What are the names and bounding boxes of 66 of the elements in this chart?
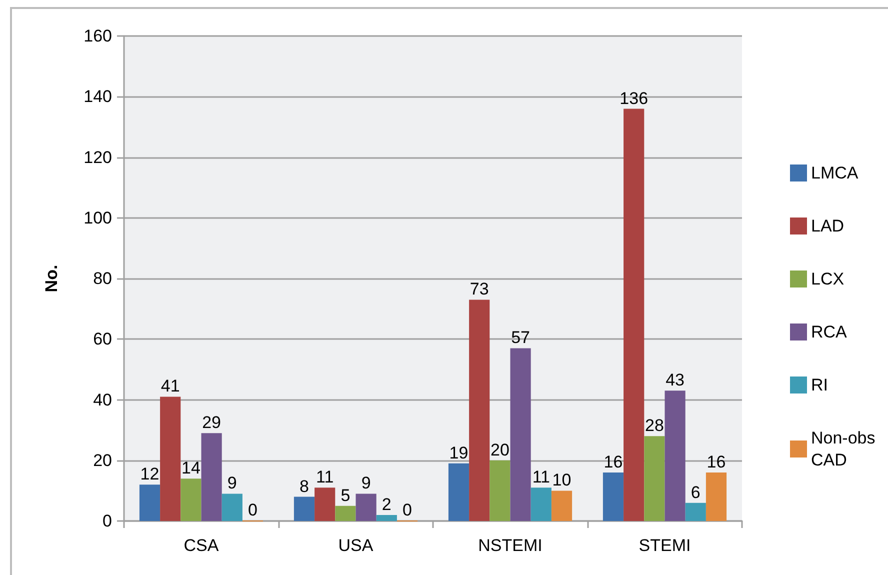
y-tick-label: 60	[93, 330, 112, 349]
data-label: 12	[140, 464, 160, 484]
bar	[356, 494, 376, 521]
y-tick-label: 120	[84, 148, 112, 167]
data-label: 14	[181, 458, 200, 478]
y-tick-label: 0	[102, 512, 112, 530]
data-label: 11	[532, 468, 550, 487]
data-label: 9	[361, 474, 371, 493]
data-label: 10	[552, 470, 572, 490]
data-label: 11	[316, 468, 334, 487]
data-label: 20	[490, 440, 510, 460]
data-label: 136	[620, 88, 648, 108]
x-tick-label: NSTEMI	[478, 536, 542, 555]
data-label: 6	[690, 482, 700, 502]
y-tick-label: 80	[93, 269, 112, 288]
data-label: 16	[604, 452, 623, 472]
y-tick-label: 140	[84, 87, 112, 106]
x-tick-label: USA	[338, 536, 374, 555]
legend-label: LAD	[811, 216, 844, 236]
bar	[180, 478, 202, 521]
y-tick-label: 160	[84, 26, 112, 46]
data-label: 43	[666, 370, 685, 390]
bar	[222, 494, 242, 521]
data-label: 8	[300, 476, 309, 496]
y-axis-title: No.	[42, 264, 61, 292]
bar	[201, 433, 222, 521]
legend-label: RCA	[811, 322, 848, 342]
bar	[706, 472, 727, 521]
bar	[624, 108, 644, 521]
bar	[551, 490, 572, 521]
bar	[490, 460, 510, 521]
bar	[314, 488, 336, 521]
bar	[294, 496, 315, 521]
data-label: 0	[402, 500, 412, 520]
x-tick-label: CSA	[184, 536, 220, 555]
bar	[510, 348, 531, 521]
data-label: 9	[227, 474, 237, 493]
legend-label: Non-obs CAD	[811, 428, 880, 470]
data-label: 73	[470, 280, 489, 299]
bar	[685, 502, 706, 521]
legend-label: LMCA	[811, 164, 859, 182]
data-label: 5	[340, 486, 350, 505]
bar	[664, 390, 686, 521]
data-label: 28	[644, 416, 664, 436]
bar	[602, 472, 624, 521]
data-label: 41	[160, 376, 180, 396]
bar	[469, 300, 490, 521]
bar	[376, 514, 397, 521]
legend-label: LCX	[811, 270, 844, 288]
x-tick-label: STEMI	[638, 536, 691, 555]
data-label: 16	[706, 452, 726, 472]
bar	[139, 484, 160, 521]
y-tick-label: 100	[84, 208, 112, 228]
bar	[448, 463, 470, 521]
data-label: 19	[449, 443, 468, 462]
bar	[160, 396, 181, 521]
bar	[644, 436, 665, 521]
y-tick-label: 20	[93, 450, 112, 470]
data-label: 57	[511, 328, 530, 348]
data-label: 29	[202, 413, 222, 432]
data-label: 0	[248, 500, 258, 520]
bar	[530, 488, 552, 521]
legend-label: RI	[811, 376, 828, 394]
bar	[335, 506, 356, 521]
y-tick-label: 40	[93, 390, 112, 410]
data-label: 2	[382, 494, 392, 514]
